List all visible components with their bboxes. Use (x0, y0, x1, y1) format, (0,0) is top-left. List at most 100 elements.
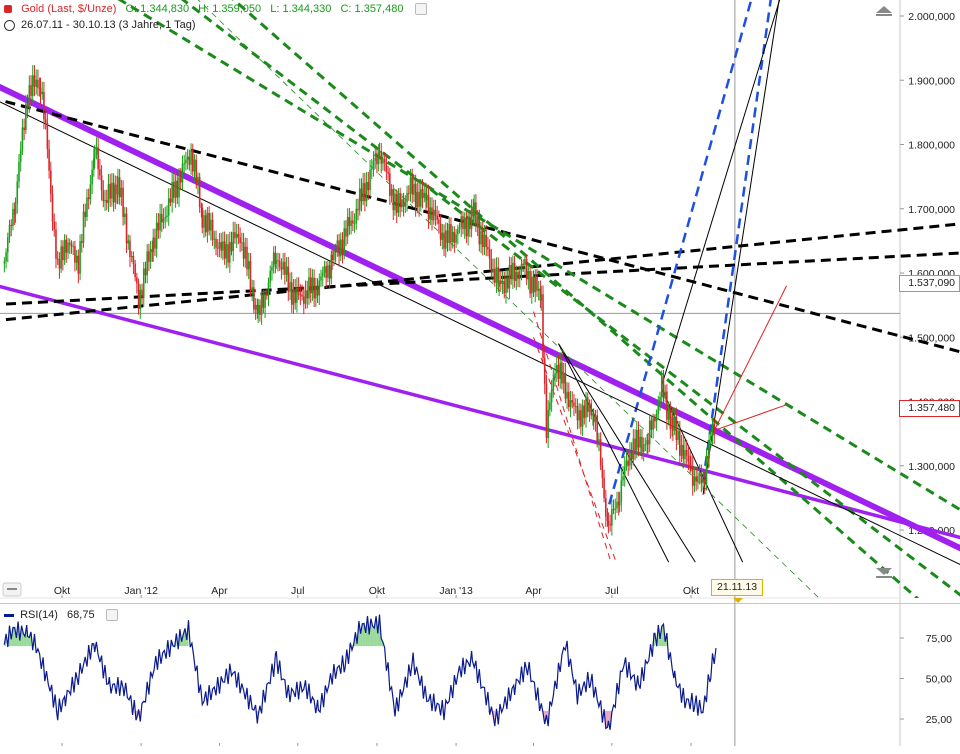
candle-body (87, 197, 90, 200)
rsi-settings-icon[interactable] (105, 609, 118, 622)
black-thin-trend (0, 101, 960, 566)
y-tick-label: 1.500,000 (908, 332, 955, 344)
candle-body (338, 240, 340, 257)
symbol-label: Gold (Last, $/Unze) (21, 3, 117, 15)
candle-body (241, 242, 243, 244)
candle-body (267, 282, 270, 296)
candle-body (30, 85, 32, 96)
candle-body (531, 276, 533, 294)
scroll-down-icon (876, 568, 892, 575)
candle-body (89, 184, 92, 200)
candle-body (684, 449, 686, 459)
range-header: 26.07.11 - 30.10.13 (3 Jahre, 1 Tag) (4, 19, 202, 31)
candle-body (112, 182, 115, 203)
blue-dashed-trend-a (608, 0, 753, 505)
candle-body (111, 182, 113, 199)
candle-body (612, 509, 615, 511)
candle-body (695, 476, 697, 482)
candle-body (585, 397, 587, 418)
candle-body (223, 241, 226, 259)
candle-body (289, 282, 291, 292)
candle-body (666, 391, 668, 420)
candle-body (287, 266, 290, 292)
candle-body (264, 293, 266, 308)
candle-body (470, 206, 473, 230)
candle-body (630, 452, 633, 460)
candle-body (313, 277, 315, 299)
candle-body (578, 410, 580, 421)
candle-body (700, 473, 703, 484)
candle-body (581, 405, 584, 427)
candle-body (222, 241, 224, 251)
candle-body (566, 391, 568, 399)
candle-body (99, 169, 101, 176)
candle-body (358, 188, 361, 211)
horizontal-line-tag: 1.537,090 (899, 275, 960, 292)
candle-body (632, 438, 635, 460)
candle-body (142, 268, 145, 298)
candle-body (377, 152, 380, 165)
candle-body (23, 127, 25, 130)
candle-body (230, 241, 233, 252)
candle-body (37, 79, 39, 88)
candle-body (616, 501, 618, 509)
candle-body (598, 439, 600, 442)
rsi-line (3, 614, 717, 730)
rsi-tick-label: 25,00 (926, 714, 952, 726)
candle-body (434, 209, 437, 216)
candle-body (543, 357, 546, 384)
candle-body (467, 216, 469, 237)
candle-body (677, 430, 679, 441)
candle-body (174, 180, 177, 198)
candle-body (539, 288, 542, 301)
black-fan-up-b (702, 0, 780, 495)
candle-body (277, 260, 279, 262)
candle-body (592, 413, 595, 423)
candle-body (573, 402, 575, 407)
candle-body (144, 268, 147, 276)
candle-body (483, 234, 486, 248)
candle-body (557, 365, 560, 379)
candle-body (369, 169, 371, 191)
candle-body (648, 420, 651, 445)
candle-body (316, 285, 319, 296)
candle-body (320, 276, 322, 281)
candle-body (673, 416, 676, 431)
candle-body (86, 197, 88, 218)
candle-body (627, 460, 629, 466)
candle-body (299, 294, 302, 296)
candle-body (280, 266, 283, 270)
candle-body (136, 277, 138, 284)
candle-body (503, 280, 506, 294)
candle-body (550, 389, 553, 403)
candle-body (285, 266, 288, 275)
candle-body (596, 415, 599, 442)
close-value: C: 1.357,480 (340, 3, 404, 15)
candle-body (171, 182, 173, 203)
candle-body (554, 373, 556, 379)
purple-channel-lower (0, 284, 960, 540)
candle-body (421, 189, 424, 198)
candle-body (77, 255, 80, 274)
candle-body (520, 263, 523, 272)
candle-body (423, 192, 426, 198)
settings-icon[interactable] (414, 3, 427, 16)
candle-body (540, 294, 543, 301)
candle-body (562, 372, 565, 384)
candle-body (564, 372, 567, 399)
candle-body (383, 159, 386, 163)
candle-body (44, 119, 47, 123)
candle-body (234, 232, 236, 239)
candle-body (654, 418, 656, 422)
blue-dashed-trend-b (701, 0, 772, 482)
candle-body (586, 397, 589, 412)
vertical-line-date-tag: 21.11.13 (711, 579, 764, 596)
candle-body (709, 436, 712, 440)
candle-body (576, 406, 579, 421)
candle-body (346, 216, 349, 237)
candle-body (623, 466, 626, 477)
candle-body (211, 219, 214, 240)
candle-body (594, 415, 597, 423)
